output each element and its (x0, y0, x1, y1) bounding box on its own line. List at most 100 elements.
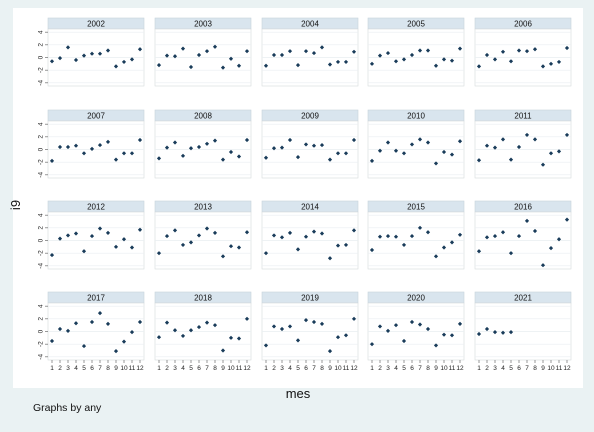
data-point (425, 326, 431, 332)
data-point (263, 155, 269, 160)
data-point (409, 142, 415, 147)
panel-title: 2003 (194, 19, 212, 28)
data-point (532, 47, 538, 52)
data-point (244, 316, 250, 321)
data-point (556, 59, 562, 65)
panel-title: 2004 (301, 19, 319, 28)
data-point (65, 45, 71, 50)
panel-title: 2009 (301, 111, 319, 120)
data-point (449, 240, 455, 245)
data-point (457, 139, 463, 144)
data-point (540, 162, 546, 167)
data-point (385, 328, 391, 333)
data-point (89, 51, 95, 56)
data-point (172, 140, 178, 145)
panel-title: 2006 (514, 19, 532, 28)
y-tick-label: -2 (37, 159, 44, 165)
panel-title: 2021 (514, 293, 532, 302)
data-point (97, 51, 103, 56)
data-point (204, 226, 210, 231)
data-point (81, 343, 87, 349)
panel-title: 2013 (194, 202, 212, 211)
data-point (244, 49, 250, 54)
x-tick-label: 5 (509, 365, 513, 372)
x-tick-label: 3 (66, 365, 70, 372)
data-point (540, 263, 546, 268)
x-tick-label: 5 (82, 365, 86, 372)
data-point (295, 155, 301, 160)
data-point (172, 228, 178, 233)
data-point (81, 249, 87, 254)
data-point (343, 242, 349, 248)
data-point (476, 64, 482, 69)
data-point (516, 233, 522, 239)
x-tick-label: 8 (106, 365, 110, 372)
x-tick-label: 8 (213, 365, 217, 372)
data-point (476, 158, 482, 163)
data-point (369, 158, 375, 163)
y-tick-label: -4 (37, 172, 44, 178)
x-tick-label: 11 (343, 365, 350, 372)
data-point (377, 234, 383, 239)
x-tick-label: 12 (243, 365, 251, 372)
data-point (188, 328, 194, 333)
data-point (441, 332, 447, 337)
x-tick-label: 2 (165, 365, 169, 372)
data-point (156, 156, 162, 161)
x-tick-label: 3 (280, 365, 284, 372)
data-point (343, 333, 349, 338)
data-point (476, 331, 482, 337)
data-point (73, 143, 79, 148)
data-point (105, 48, 111, 53)
data-point (409, 319, 415, 325)
data-point (113, 157, 119, 162)
data-point (311, 143, 317, 148)
data-point (121, 59, 127, 65)
data-point (393, 323, 399, 328)
data-point (196, 233, 202, 238)
y-tick-label: 4 (37, 304, 44, 308)
data-point (164, 53, 170, 58)
data-point (484, 52, 490, 58)
x-tick-label: 11 (449, 365, 456, 372)
panel-title: 2017 (87, 293, 105, 302)
data-point (129, 245, 135, 250)
x-tick-label: 4 (394, 365, 398, 372)
data-point (113, 64, 119, 69)
data-point (457, 46, 463, 51)
data-point (409, 233, 415, 239)
x-tick-label: 12 (350, 365, 358, 372)
panel-title: 2015 (407, 202, 425, 211)
data-point (500, 330, 506, 335)
x-tick-label: 12 (136, 365, 144, 372)
data-point (156, 251, 162, 256)
data-point (417, 48, 423, 53)
data-point (500, 230, 506, 235)
x-tick-label: 11 (236, 365, 243, 372)
data-point (97, 311, 103, 316)
data-point (49, 59, 55, 64)
data-point (204, 320, 210, 325)
data-point (548, 246, 554, 251)
data-point (279, 52, 285, 58)
data-point (279, 235, 285, 240)
data-point (236, 336, 242, 341)
x-tick-label: 4 (288, 365, 292, 372)
data-point (196, 52, 202, 58)
data-point (97, 142, 103, 148)
data-point (164, 233, 170, 239)
x-tick-label: 5 (189, 365, 193, 372)
data-point (271, 233, 277, 238)
data-point (49, 158, 55, 163)
data-point (393, 148, 399, 153)
data-point (180, 153, 186, 158)
data-point (244, 230, 250, 235)
data-point (303, 49, 309, 54)
x-tick-label: 6 (304, 365, 308, 372)
data-point (137, 319, 143, 325)
panel-title: 2010 (407, 111, 425, 120)
data-point (335, 59, 341, 65)
x-tick-label: 2 (485, 365, 489, 372)
data-point (401, 57, 407, 62)
